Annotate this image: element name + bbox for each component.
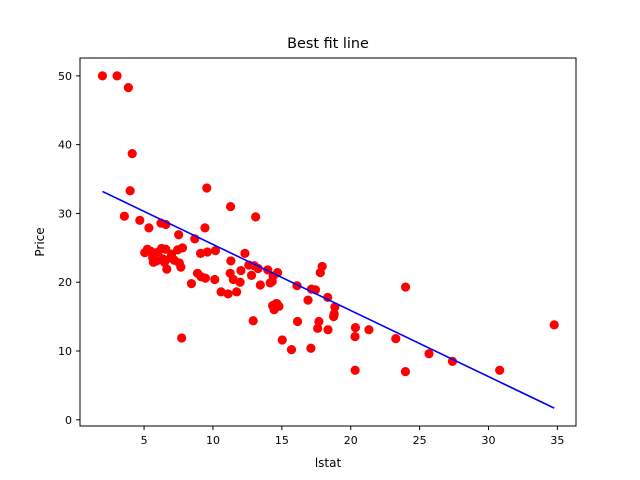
data-point bbox=[350, 365, 360, 375]
x-tick-label: 10 bbox=[206, 434, 220, 447]
data-point bbox=[144, 223, 154, 233]
data-point bbox=[323, 325, 333, 335]
data-point bbox=[200, 273, 210, 283]
x-tick-label: 15 bbox=[275, 434, 289, 447]
data-point bbox=[267, 276, 277, 287]
x-tick-label: 20 bbox=[344, 434, 358, 447]
data-point bbox=[223, 289, 233, 299]
data-point bbox=[248, 316, 258, 326]
y-tick-label: 10 bbox=[58, 345, 72, 358]
data-point bbox=[350, 331, 360, 342]
data-point bbox=[391, 334, 401, 344]
data-point bbox=[277, 335, 287, 345]
y-axis-ticks: 0 10 20 30 40 50 bbox=[58, 70, 80, 427]
data-point bbox=[186, 279, 197, 289]
data-point bbox=[323, 292, 333, 302]
data-point bbox=[127, 149, 137, 159]
y-tick-label: 30 bbox=[58, 207, 72, 220]
best-fit-line bbox=[102, 190, 555, 409]
data-point bbox=[236, 265, 246, 276]
data-point bbox=[292, 316, 303, 327]
data-point bbox=[176, 262, 186, 272]
data-point bbox=[210, 274, 220, 285]
data-point bbox=[400, 367, 411, 377]
data-point bbox=[246, 270, 257, 280]
x-axis-label: lstat bbox=[315, 456, 342, 470]
data-point bbox=[123, 82, 133, 93]
y-tick-label: 40 bbox=[58, 139, 72, 152]
data-point bbox=[216, 287, 226, 297]
data-point bbox=[251, 212, 261, 222]
x-tick-label: 25 bbox=[413, 434, 427, 447]
data-point bbox=[97, 71, 108, 81]
y-tick-label: 50 bbox=[58, 70, 72, 83]
data-point bbox=[119, 211, 129, 221]
y-tick-label: 0 bbox=[65, 414, 72, 427]
plot-area bbox=[97, 71, 559, 409]
data-point bbox=[286, 345, 297, 355]
data-point bbox=[177, 243, 188, 253]
data-point bbox=[364, 325, 374, 335]
data-point bbox=[400, 282, 411, 292]
data-point bbox=[112, 71, 122, 81]
data-point bbox=[200, 223, 210, 233]
data-point bbox=[202, 183, 212, 193]
data-point bbox=[255, 280, 265, 290]
chart-title: Best fit line bbox=[287, 36, 369, 52]
data-point bbox=[177, 333, 187, 343]
data-point bbox=[125, 186, 135, 196]
data-point bbox=[174, 230, 184, 240]
axes-frame bbox=[79, 57, 577, 427]
data-point bbox=[235, 277, 245, 287]
data-point bbox=[225, 201, 236, 212]
x-tick-label: 35 bbox=[550, 434, 564, 447]
data-point bbox=[313, 323, 323, 333]
x-tick-label: 30 bbox=[482, 434, 496, 447]
data-point bbox=[162, 264, 172, 274]
data-point bbox=[226, 256, 236, 266]
x-axis-ticks: 5 10 15 20 25 30 35 bbox=[141, 426, 564, 447]
data-point bbox=[210, 246, 221, 256]
data-point bbox=[317, 261, 327, 272]
x-tick-label: 5 bbox=[141, 434, 148, 447]
data-point bbox=[303, 295, 313, 305]
data-point bbox=[135, 215, 145, 225]
data-point bbox=[240, 248, 250, 258]
data-point bbox=[329, 309, 339, 319]
data-point bbox=[549, 320, 559, 330]
data-point bbox=[350, 323, 361, 333]
data-point bbox=[202, 247, 212, 257]
data-point bbox=[495, 365, 505, 375]
y-axis-label: Price bbox=[33, 227, 47, 256]
data-point bbox=[314, 316, 324, 327]
data-point bbox=[232, 287, 242, 297]
y-tick-label: 20 bbox=[58, 276, 72, 289]
data-point bbox=[424, 349, 434, 359]
data-point bbox=[306, 343, 316, 353]
data-point bbox=[274, 301, 284, 311]
